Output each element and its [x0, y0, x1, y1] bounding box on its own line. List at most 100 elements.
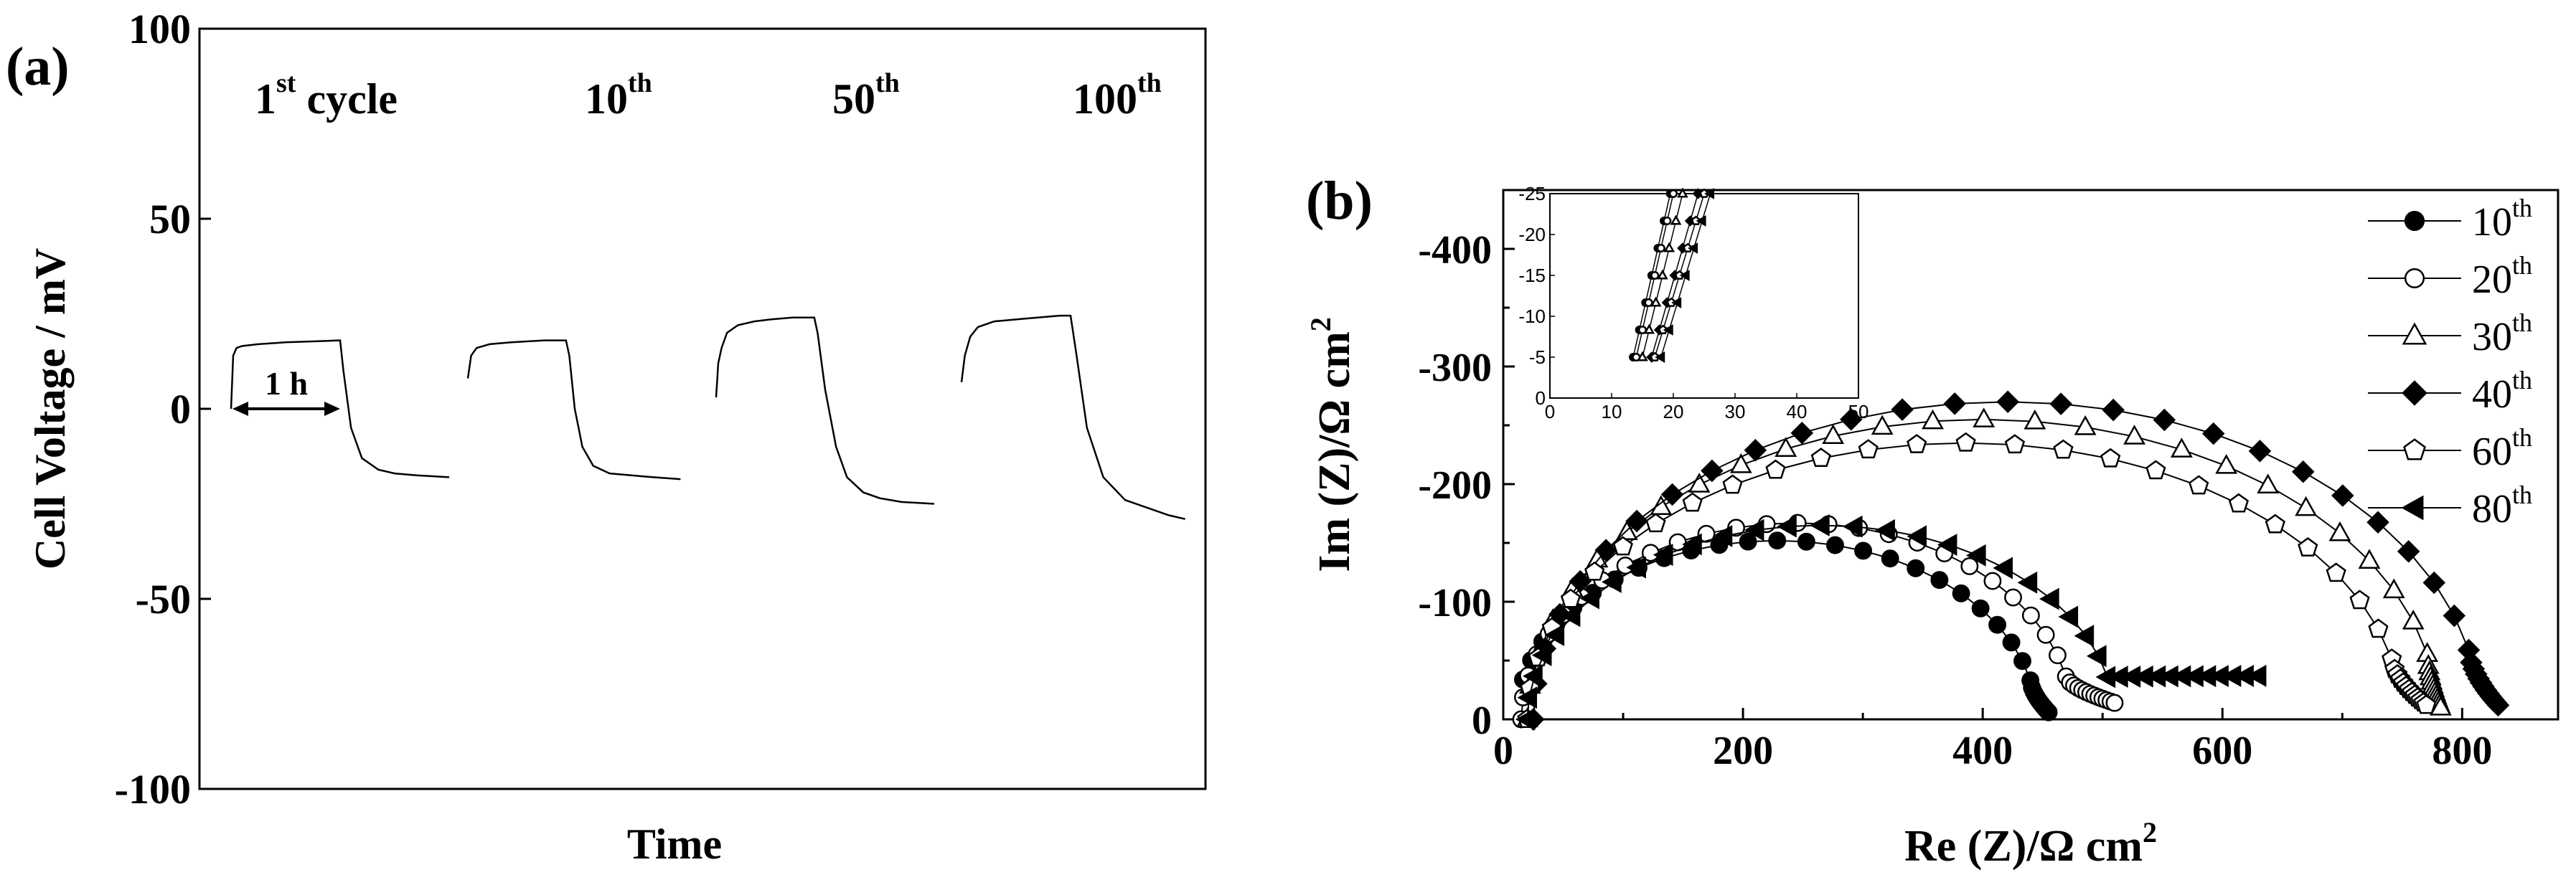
panel-b-series: [1512, 390, 2510, 731]
data-point-triangle-left-filled: [2058, 605, 2079, 628]
panel-b-y-tick-label: -300: [1418, 346, 1492, 390]
data-point-triangle-left-filled: [1993, 557, 2013, 579]
data-point-triangle-up-open: [1670, 214, 1682, 225]
data-point-circle: [2013, 652, 2031, 671]
data-point-diamond-filled: [1660, 483, 1684, 506]
data-point-triangle-up-open: [2295, 496, 2318, 516]
nyquist-series-line: [1526, 442, 2427, 720]
panel-b-y-tick-label: -200: [1418, 463, 1492, 508]
cycle-label-sup: th: [628, 68, 652, 98]
legend-entry-label: 40th: [2472, 366, 2532, 417]
data-point-circle: [1663, 216, 1672, 226]
data-point-pentagon-open: [2326, 562, 2346, 582]
legend-entry-label: 60th: [2472, 423, 2532, 474]
inset-x-tick-label: 0: [1545, 401, 1555, 422]
data-point-circle: [1907, 559, 1925, 577]
data-point-pentagon-open: [2416, 694, 2437, 714]
data-point-triangle-left-filled: [1875, 519, 1895, 541]
legend-entry-main: 40: [2472, 372, 2512, 417]
data-point-circle: [1952, 584, 1970, 602]
data-point-diamond-filled: [2291, 460, 2315, 483]
panel-a-voltage-curve: [466, 339, 681, 481]
one-hour-arrow-left-head: [232, 402, 248, 416]
data-point-triangle-left-filled: [1907, 525, 1927, 548]
panel-a-y-label: Cell Voltage / mV: [27, 248, 74, 569]
inset-y-tick-label: -5: [1529, 346, 1546, 368]
panel-b-y-tick-label: -400: [1418, 228, 1492, 273]
panel-a-voltage-curve: [230, 339, 450, 478]
panel-b-y-tick-label: 0: [1472, 699, 1492, 743]
inset-y-tick-label: -15: [1518, 265, 1546, 286]
panel-a-cycle-labels: 1st cycle 10th 50th 100th: [255, 68, 1162, 123]
data-point-diamond-filled: [1625, 509, 1648, 533]
data-point-triangle-left-filled: [2246, 664, 2267, 687]
data-point-triangle-up-open: [2382, 578, 2405, 599]
data-point-circle: [1768, 531, 1787, 550]
data-point-circle: [1971, 599, 1990, 618]
data-point-circle: [2002, 633, 2021, 652]
one-hour-annotation-text: 1 h: [265, 365, 308, 402]
data-point-triangle-up-open: [2402, 610, 2425, 630]
legend-entry-sup: th: [2512, 308, 2532, 337]
cycle-label-sup: th: [875, 68, 900, 98]
panel-b-x-tick-label: 0: [1493, 729, 1513, 773]
panel-a-voltage-curve: [960, 314, 1185, 520]
data-point-diamond-filled: [2331, 484, 2354, 507]
data-point-circle: [2039, 703, 2058, 721]
panel-a-cycle-label: 100th: [1073, 68, 1162, 123]
data-point-triangle-left-filled: [1579, 587, 1600, 610]
data-point-triangle-up-open: [2328, 521, 2351, 541]
data-point-triangle-left-filled: [1653, 544, 1673, 567]
data-point-triangle-left-filled: [1544, 623, 1565, 646]
panel-a-plot-frame: [198, 27, 1207, 790]
panel-b-inset: 0 10 20 30 40 50 0 -5 -10 -15 -20 -25: [1518, 183, 1868, 422]
panel-a-label: (a): [6, 37, 70, 97]
cycle-label-main: 1: [255, 75, 276, 123]
data-point-pentagon-open: [2368, 618, 2389, 638]
panel-a-cycle-label: 1st cycle: [255, 68, 398, 123]
nyquist-series: [1515, 407, 2452, 728]
data-point-diamond-filled: [1996, 390, 2019, 413]
legend-entry-main: 60: [2472, 430, 2512, 474]
data-point-triangle-up-open: [1663, 242, 1675, 252]
data-point-triangle-up-open: [2402, 322, 2427, 345]
data-point-triangle-left-filled: [1560, 605, 1581, 628]
data-point-triangle-up-open: [2358, 549, 2381, 569]
inset-y-tick-label: -25: [1518, 183, 1546, 204]
data-point-pentagon-open: [1858, 439, 1879, 459]
cycle-label-sup: th: [1137, 68, 1162, 98]
data-point-triangle-left-filled: [1602, 570, 1622, 593]
data-point-pentagon-open: [2403, 438, 2426, 460]
data-point-triangle-left-filled: [1688, 242, 1698, 254]
data-point-triangle-left-filled: [1679, 270, 1690, 281]
cycle-label-main: 10: [585, 75, 628, 123]
data-point-diamond-filled: [1891, 398, 1914, 421]
data-point-pentagon-open: [2265, 514, 2285, 534]
data-point-triangle-up-open: [1643, 323, 1655, 334]
data-point-pentagon-open: [1722, 474, 1743, 494]
panel-a-y-tick-label: 0: [170, 386, 191, 432]
data-point-diamond-filled: [2102, 398, 2125, 422]
panel-b-y-label: Im (Z)/Ω cm2: [1305, 317, 1359, 572]
data-point-triangle-left-filled: [1810, 514, 1830, 536]
panel-b-y-label-sup: 2: [1305, 317, 1337, 331]
data-point-circle: [1930, 571, 1949, 590]
data-point-pentagon-open: [2349, 590, 2370, 610]
panel-b-x-tick-label: 600: [2192, 729, 2252, 773]
one-hour-arrow-right-head: [324, 402, 340, 416]
data-point-circle: [1854, 541, 1873, 560]
data-point-diamond-filled: [2443, 604, 2466, 628]
data-point-triangle-up-open: [1650, 296, 1662, 307]
data-point-triangle-up-open: [1871, 415, 1894, 435]
data-point-pentagon-open: [1765, 459, 1786, 479]
inset-x-tick-label: 30: [1725, 401, 1746, 422]
data-point-triangle-up-open: [1973, 407, 1996, 427]
data-point-circle: [2404, 210, 2425, 232]
data-point-triangle-left-filled: [1517, 686, 1538, 709]
cycle-label-main: 100: [1073, 75, 1137, 123]
data-point-diamond-filled: [2366, 511, 2389, 534]
cycle-label-main: 50: [832, 75, 875, 123]
panel-b-y-label-main: Im (Z)/Ω cm: [1310, 331, 1359, 572]
data-point-circle: [2036, 625, 2055, 644]
data-point-triangle-left-filled: [1937, 534, 1957, 556]
